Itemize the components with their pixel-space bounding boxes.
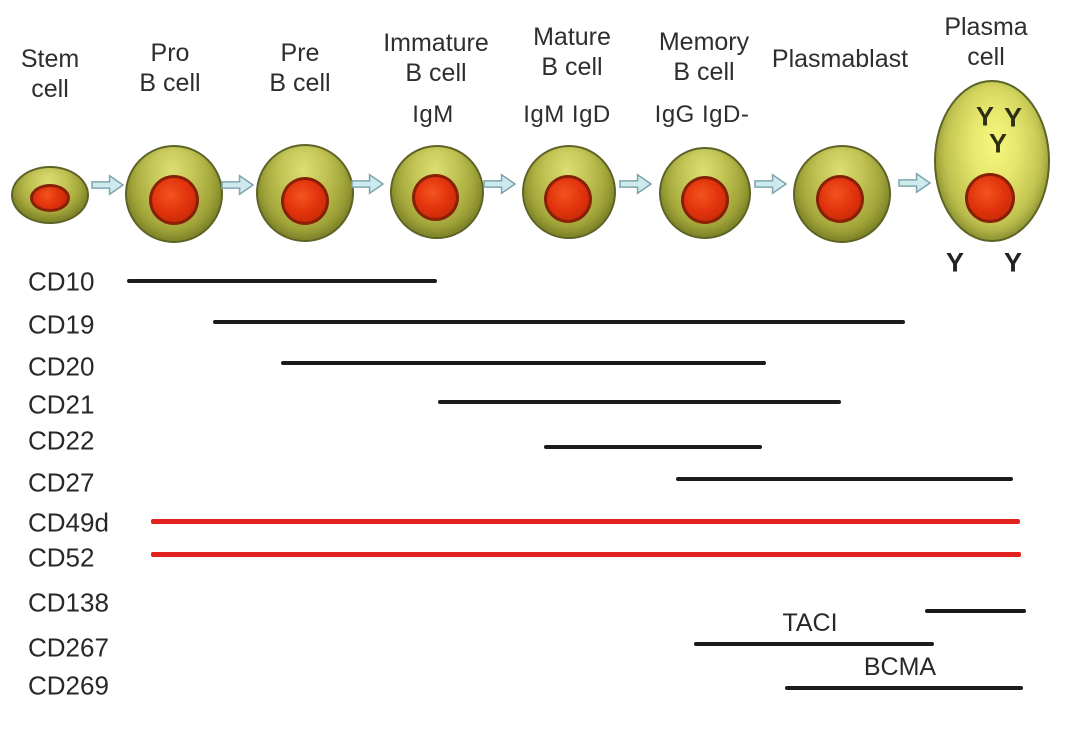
arrow-right-icon: [91, 173, 124, 197]
marker-label: CD52: [28, 542, 95, 573]
stage-label-immature-b-cell: Immature B cell: [383, 28, 489, 88]
stage-label-memory-b-cell: Memory B cell: [659, 27, 749, 87]
stage-label-line: Memory: [658, 28, 750, 56]
nucleus: [149, 175, 199, 225]
stage-label-plasma-cell: Plasma cell: [944, 12, 1027, 72]
arrow-right-icon: [221, 173, 254, 197]
cd10-expression-line: [127, 279, 437, 283]
cd21-expression-line: [438, 400, 841, 404]
marker-label: CD10: [28, 266, 95, 297]
stage-label-line: Pre: [280, 39, 320, 67]
cell-pre-b: [256, 144, 354, 242]
cd269-expression-line: [785, 686, 1023, 690]
marker-label: CD269: [28, 670, 109, 701]
arrow-right-icon: [754, 172, 787, 196]
nucleus: [965, 173, 1015, 223]
stage-label-line: Immature: [383, 29, 489, 57]
ig-label-mature: IgM IgD: [523, 101, 611, 128]
stage-label-mature-b-cell: Mature B cell: [533, 22, 611, 82]
marker-label: CD138: [28, 587, 109, 618]
antibody-y-icon: Y: [1003, 247, 1023, 278]
marker-label: CD19: [28, 309, 95, 340]
antibody-y-icon: Y: [988, 128, 1008, 159]
cd49d-expression-line: [151, 519, 1020, 524]
ig-label-memory: IgG IgD-: [654, 101, 750, 128]
stage-label-pre-b-cell: Pre B cell: [269, 38, 330, 98]
cd19-expression-line: [213, 320, 905, 324]
stage-label-line: cell: [31, 75, 69, 103]
stage-label-line: B cell: [405, 59, 467, 87]
marker-label: CD267: [28, 632, 109, 663]
stage-label-stem-cell: Stem cell: [21, 44, 79, 104]
stage-label-line: B cell: [139, 69, 201, 97]
nucleus: [816, 175, 864, 223]
marker-label: CD49d: [28, 507, 109, 538]
cd52-expression-line: [151, 552, 1021, 557]
cell-plasma: [934, 80, 1050, 242]
cell-immature-b: [390, 145, 484, 239]
cd20-expression-line: [281, 361, 766, 365]
marker-label: CD20: [28, 351, 95, 382]
cell-plasmablast: [793, 145, 891, 243]
antibody-y-icon: Y: [945, 247, 965, 278]
arrow-right-icon: [483, 172, 516, 196]
cell-stem: [11, 166, 89, 224]
nucleus: [544, 175, 592, 223]
stage-label-line: B cell: [673, 58, 735, 86]
marker-label: CD21: [28, 389, 95, 420]
antibody-y-icon: Y: [975, 101, 995, 132]
marker-label: CD22: [28, 425, 95, 456]
bcma-annotation: BCMA: [863, 653, 937, 681]
arrow-right-icon: [351, 172, 384, 196]
antibody-y-icon: Y: [1003, 102, 1023, 133]
arrow-right-icon: [898, 171, 931, 195]
cd22-expression-line: [544, 445, 762, 449]
marker-label: CD27: [28, 467, 95, 498]
stage-label-line: B cell: [541, 53, 603, 81]
taci-annotation: TACI: [782, 609, 838, 637]
stage-label-line: Plasmablast: [771, 45, 909, 73]
cd27-expression-line: [676, 477, 1013, 481]
stage-label-pro-b-cell: Pro B cell: [139, 38, 200, 98]
stage-label-line: B cell: [269, 69, 331, 97]
cell-memory-b: [659, 147, 751, 239]
stage-label-line: Pro: [150, 39, 190, 67]
stage-label-line: cell: [967, 43, 1005, 71]
ig-label-immature: IgM: [412, 101, 454, 128]
nucleus: [412, 174, 459, 221]
stage-label-plasmablast: Plasmablast: [772, 44, 908, 74]
stage-label-line: Plasma: [944, 13, 1028, 41]
cd138-expression-line: [925, 609, 1026, 613]
stage-label-line: Mature: [533, 23, 611, 51]
cell-pro-b: [125, 145, 223, 243]
nucleus: [681, 176, 729, 224]
arrow-right-icon: [619, 172, 652, 196]
cell-mature-b: [522, 145, 616, 239]
cd267-expression-line: [694, 642, 934, 646]
nucleus: [281, 177, 329, 225]
nucleus: [30, 184, 70, 212]
stage-label-line: Stem: [20, 45, 80, 73]
